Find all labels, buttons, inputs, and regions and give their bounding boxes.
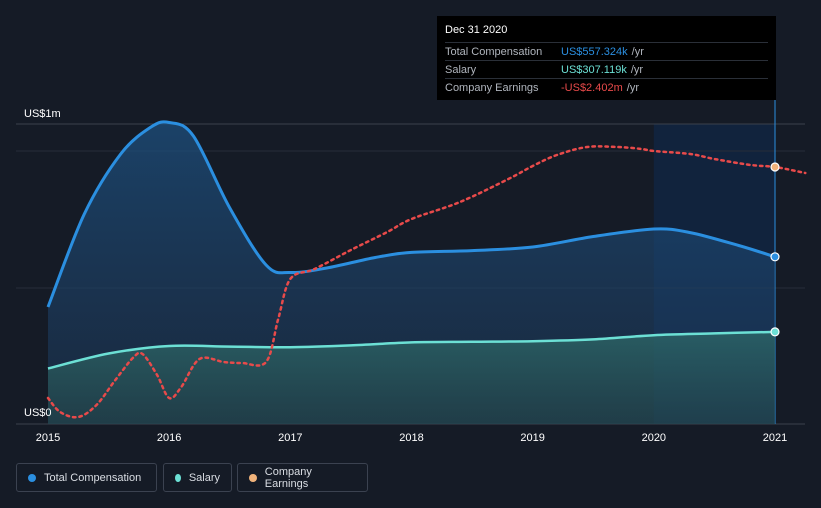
salary-line (47, 330, 776, 370)
legend-label: Company Earnings (264, 465, 312, 490)
tooltip-row-company-earnings: Company Earnings -US$2.402m /yr (445, 78, 768, 96)
x-tick-label: 2015 (36, 432, 60, 444)
tooltip-date: Dec 31 2020 (445, 24, 508, 36)
x-tick-label: 2019 (520, 432, 544, 444)
salary-area (48, 331, 775, 424)
total-compensation-line (46, 120, 776, 308)
tooltip-value: US$307.119k (561, 63, 627, 76)
x-tick-label: 2016 (157, 432, 181, 444)
company-earnings-marker[interactable] (770, 162, 780, 172)
tooltip-label: Company Earnings (445, 81, 539, 94)
tooltip-unit: /yr (626, 81, 639, 94)
x-tick-label: 2021 (763, 432, 787, 444)
tooltip-unit: /yr (631, 45, 644, 58)
tooltip-value: US$557.324k (561, 45, 628, 58)
legend-dot-icon (175, 473, 181, 482)
tooltip: Dec 31 2020 Total Compensation US$557.32… (437, 16, 776, 100)
legend-salary[interactable]: Salary (163, 463, 232, 492)
tooltip-row-total-compensation: Total Compensation US$557.324k /yr (445, 42, 768, 60)
tooltip-label: Salary (445, 63, 477, 76)
legend-dot-icon (249, 473, 257, 482)
salary-marker[interactable] (770, 327, 780, 337)
legend-dot-icon (28, 473, 36, 482)
tooltip-label: Total Compensation (445, 45, 543, 58)
x-tick-label: 2017 (278, 432, 302, 444)
y-label-bottom: US$0 (24, 407, 52, 419)
y-label-top: US$1m (24, 108, 61, 120)
tooltip-row-salary: Salary US$307.119k /yr (445, 60, 768, 78)
company-earnings-line (46, 145, 807, 419)
legend-total-compensation[interactable]: Total Compensation (16, 463, 157, 492)
legend-label: Salary (188, 471, 220, 484)
tooltip-value: -US$2.402m (561, 81, 623, 94)
total-compensation-marker[interactable] (770, 252, 780, 262)
tooltip-unit: /yr (630, 63, 644, 76)
legend-label: Total Compensation (44, 471, 142, 484)
x-tick-label: 2020 (642, 432, 666, 444)
legend-company-earnings[interactable]: Company Earnings (237, 463, 368, 492)
x-tick-label: 2018 (399, 432, 423, 444)
